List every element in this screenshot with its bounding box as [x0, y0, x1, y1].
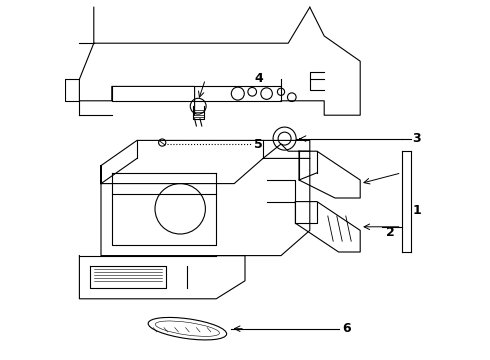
Text: 2: 2	[387, 226, 395, 239]
Text: 3: 3	[413, 132, 421, 145]
Text: 1: 1	[413, 204, 421, 217]
Text: 5: 5	[254, 138, 263, 150]
Text: 4: 4	[254, 72, 263, 85]
Text: 6: 6	[342, 322, 351, 335]
